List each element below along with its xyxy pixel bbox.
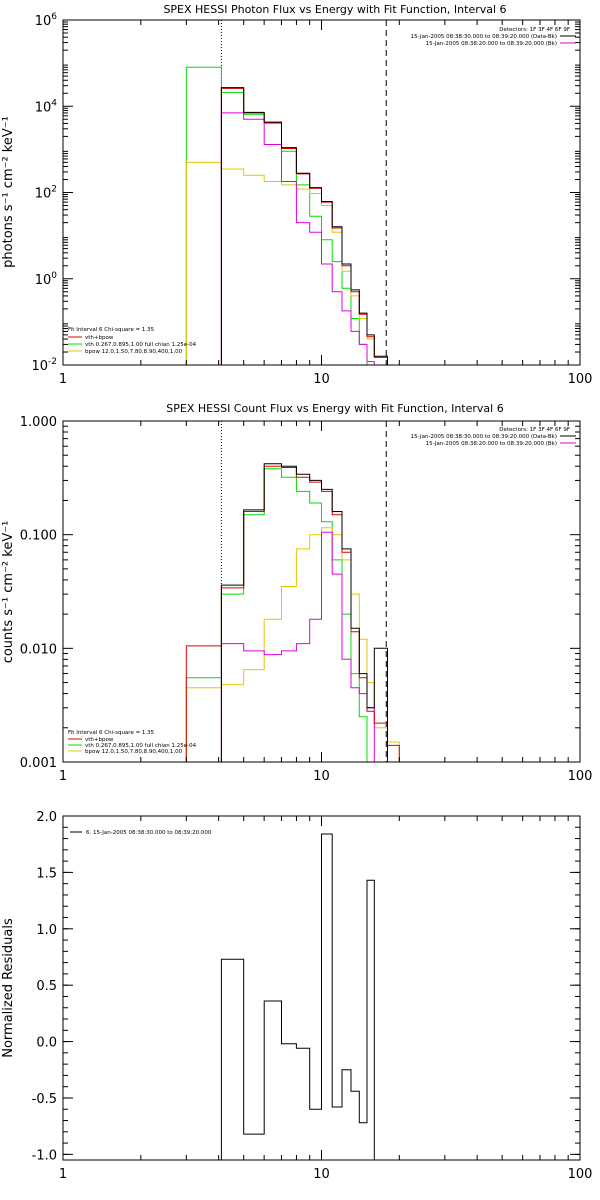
y-tick-label: 100 [35, 271, 58, 288]
y-tick-label: 0.010 [20, 642, 57, 657]
y-tick-label: 1.000 [20, 415, 57, 430]
residuals-legend: 6. 15-Jan-2005 08:38:30.000 to 08:39:20.… [70, 830, 212, 836]
series-vth [185, 66, 375, 366]
x-tick-label: 10 [313, 372, 330, 387]
photon-fit-legend-text: vth+bpow [85, 335, 114, 341]
residuals-legend-text: 6. 15-Jan-2005 08:38:30.000 to 08:39:20.… [86, 830, 212, 836]
x-tick-label: 1 [59, 1167, 67, 1182]
series-line [220, 87, 388, 365]
x-tick-label: 1 [59, 769, 67, 784]
series-vth-bpow [220, 87, 400, 366]
y-tick-label: 0.0 [36, 1036, 57, 1051]
count-bpow-legend-text: bpow 12.0,1.50,7.80,8.90,400,1.00 [85, 749, 183, 755]
series-line [185, 527, 415, 763]
photon-bpow-legend-text: bpow 12.0,1.50,7.80,8.90,400,1.00 [85, 349, 183, 355]
series-line [220, 112, 375, 365]
y-tick-label: 1.0 [36, 923, 57, 938]
series-line [220, 87, 400, 366]
y-tick-label: 104 [35, 98, 58, 115]
series-line [220, 463, 388, 762]
count-y-axis-label: counts s⁻¹ cm⁻² keV⁻¹ [1, 521, 16, 664]
count-fit-interval-text: Fit Interval 6 Chi-square = 1.35 [68, 730, 155, 736]
y-tick-label: -1.0 [32, 1148, 57, 1163]
series-line [185, 465, 400, 762]
residuals-panel: 1 10 100 -1.0 -0.5 0.0 0.5 1.0 1.5 2.0 Normalized… [1, 810, 592, 1182]
photon-vth-legend-text: vth 0.267,0.895,1.00 full chian 1.25e-04 [85, 342, 197, 348]
photon-info-left: Fit Interval 6 Chi-square = 1.35 vth+bpo… [68, 327, 197, 355]
y-tick-label: 2.0 [36, 810, 57, 825]
count-plot-title: SPEX HESSI Count Flux vs Energy with Fit… [166, 402, 503, 415]
y-tick-label: 102 [35, 185, 57, 202]
series-total [220, 87, 388, 365]
y-tick-label: 10-2 [31, 357, 57, 374]
x-tick-label: 100 [568, 372, 593, 387]
photon-fit-interval-text: Fit Interval 6 Chi-square = 1.35 [68, 327, 155, 333]
series-data-bk [220, 531, 375, 762]
series-line [220, 833, 387, 1161]
series-bpow [185, 527, 415, 763]
residuals-y-axis-label: Normalized Residuals [1, 918, 16, 1058]
series-bpow [185, 161, 400, 366]
series-vth [185, 468, 375, 763]
x-tick-label: 100 [568, 769, 593, 784]
count-info-right: Detectors: 1F 3F 4F 6F 9F 15-Jan-2005 08… [411, 427, 576, 447]
y-tick-label: 0.100 [20, 529, 57, 544]
series-vth-bpow [185, 465, 400, 762]
series-data-bk [220, 112, 375, 365]
count-fit-legend-text: vth+bpow [85, 737, 114, 743]
x-tick-label: 10 [313, 769, 330, 784]
x-tick-label: 10 [313, 1167, 330, 1182]
photon-interval-text: 15-Jan-2005 08:38:30.000 to 08:39:20.000… [411, 34, 557, 40]
photon-bk-interval-text: 15-Jan-2005 08:38:20.000 to 08:39:20.000… [426, 41, 557, 47]
photon-y-axis-label: photons s⁻¹ cm⁻² keV⁻¹ [1, 116, 16, 268]
series-line [220, 531, 375, 762]
y-tick-label: 106 [35, 12, 58, 29]
series-line [185, 161, 400, 366]
count-flux-panel: SPEX HESSI Count Flux vs Energy with Fit… [1, 402, 592, 784]
photon-detectors-text: Detectors: 1F 3F 4F 6F 9F [499, 27, 570, 33]
y-tick-label: -0.5 [32, 1092, 57, 1107]
count-bk-interval-text: 15-Jan-2005 08:38:20.000 to 08:39:20.000… [426, 441, 557, 447]
x-tick-label: 100 [568, 1167, 593, 1182]
y-tick-label: 0.001 [20, 756, 57, 771]
count-vth-legend-text: vth 0.267,0.895,1.00 full chian 1.25e-04 [85, 743, 197, 749]
photon-flux-panel: SPEX HESSI Photon Flux vs Energy with Fi… [1, 3, 592, 387]
x-tick-label: 1 [59, 372, 67, 387]
count-interval-text: 15-Jan-2005 08:38:30.000 to 08:39:20.000… [411, 434, 557, 440]
y-tick-label: 1.5 [36, 866, 57, 881]
count-info-left: Fit Interval 6 Chi-square = 1.35 vth+bpo… [68, 730, 197, 755]
count-detectors-text: Detectors: 1F 3F 4F 6F 9F [499, 427, 570, 433]
series-line [185, 468, 375, 763]
series-total [220, 463, 388, 762]
photon-plot-title: SPEX HESSI Photon Flux vs Energy with Fi… [163, 3, 506, 16]
photon-info-right: Detectors: 1F 3F 4F 6F 9F 15-Jan-2005 08… [411, 27, 576, 47]
series-line [185, 66, 375, 366]
series-residual [220, 833, 387, 1161]
y-tick-label: 0.5 [36, 979, 57, 994]
